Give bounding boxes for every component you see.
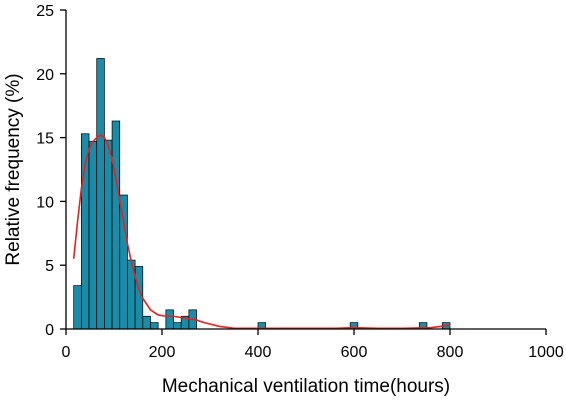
histogram-bar: [111, 120, 121, 330]
histogram-bar: [150, 322, 159, 330]
y-ticks-group: 0 5 10 15 20 25: [36, 3, 66, 339]
x-tick-label: 200: [149, 344, 176, 361]
histogram-bar: [73, 285, 82, 330]
y-tick-label: 20: [36, 67, 54, 84]
bars-group: [73, 58, 451, 330]
histogram-bar: [119, 194, 128, 330]
histogram-bar: [104, 139, 113, 330]
y-tick-label: 10: [36, 194, 54, 211]
histogram-bar: [142, 315, 151, 330]
x-tick-label: 800: [437, 344, 464, 361]
histogram-bar: [88, 141, 98, 330]
histogram-bar: [165, 309, 174, 330]
x-ticks-group: 0 200 400 600 800 1000: [62, 329, 564, 361]
y-tick-label: 25: [36, 3, 54, 20]
x-axis-title: Mechanical ventilation time(hours): [162, 376, 450, 397]
y-tick-label: 0: [45, 322, 54, 339]
x-tick-label: 1000: [528, 344, 564, 361]
x-tick-label: 400: [245, 344, 272, 361]
y-axis-title: Relative frequency (%): [3, 73, 24, 265]
histogram-bar: [134, 266, 144, 330]
x-tick-label: 0: [62, 344, 71, 361]
histogram-bar: [96, 58, 105, 330]
histogram-bar: [173, 322, 182, 330]
y-tick-label: 5: [45, 258, 54, 275]
x-tick-label: 600: [341, 344, 368, 361]
y-tick-label: 15: [36, 131, 54, 148]
